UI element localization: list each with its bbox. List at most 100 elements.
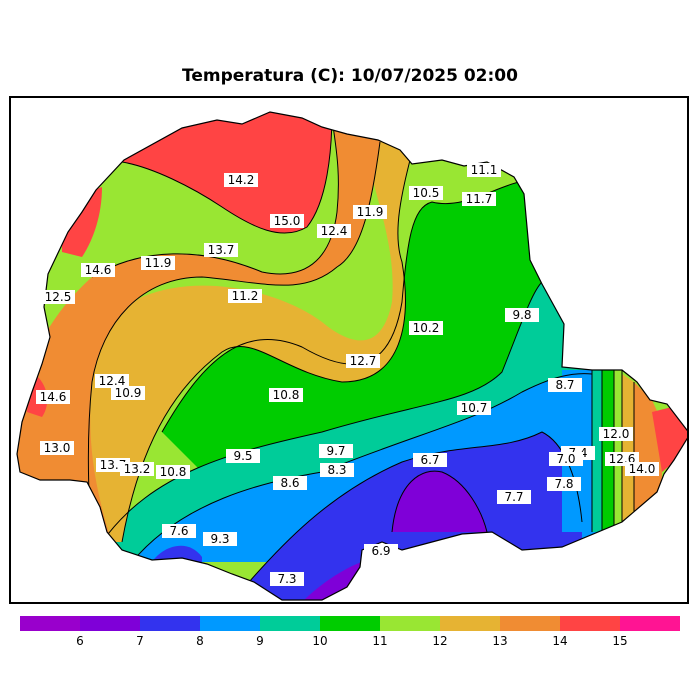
map-label: 11.9 (353, 205, 387, 219)
svg-text:15.0: 15.0 (274, 214, 301, 228)
map-temperature-bands (17, 112, 687, 600)
svg-text:12.4: 12.4 (99, 374, 126, 388)
temperature-map: 14.2 15.0 12.4 11.9 10.5 11.1 11.7 14.6 … (16, 111, 687, 601)
colorbar-tick-label: 6 (76, 634, 84, 648)
map-label: 11.1 (467, 163, 501, 177)
svg-text:11.9: 11.9 (357, 205, 384, 219)
svg-text:13.7: 13.7 (208, 243, 235, 257)
colorbar-tick-label: 10 (312, 634, 328, 648)
map-label: 12.0 (599, 427, 633, 441)
svg-text:9.7: 9.7 (326, 444, 345, 458)
map-label: 15.0 (270, 214, 304, 228)
svg-text:13.0: 13.0 (44, 441, 71, 455)
colorbar-tick-label: 7 (136, 634, 144, 648)
map-frame: 14.2 15.0 12.4 11.9 10.5 11.1 11.7 14.6 … (9, 96, 689, 604)
svg-text:7.8: 7.8 (554, 477, 573, 491)
map-label: 14.6 (81, 263, 115, 277)
colorbar-ticks: 6 7 8 9 10 11 12 13 14 15 (20, 634, 680, 652)
map-label: 7.3 (270, 572, 304, 586)
svg-text:14.6: 14.6 (85, 263, 112, 277)
svg-text:8.7: 8.7 (555, 378, 574, 392)
svg-text:10.7: 10.7 (461, 401, 488, 415)
svg-text:8.3: 8.3 (327, 463, 346, 477)
colorbar (20, 616, 680, 631)
svg-text:10.9: 10.9 (115, 386, 142, 400)
map-label: 10.8 (156, 465, 190, 479)
colorbar-tick-label: 15 (612, 634, 628, 648)
colorbar-tick-label: 14 (552, 634, 568, 648)
svg-text:7.6: 7.6 (169, 524, 188, 538)
map-label: 10.2 (409, 321, 443, 335)
svg-text:11.7: 11.7 (466, 192, 493, 206)
colorbar-segment (260, 616, 320, 631)
map-label: 10.5 (409, 186, 443, 200)
svg-text:7.7: 7.7 (504, 490, 523, 504)
svg-text:14.6: 14.6 (40, 390, 67, 404)
svg-text:12.7: 12.7 (350, 354, 377, 368)
map-label: 12.7 (346, 354, 380, 368)
map-label: 12.5 (41, 290, 75, 304)
colorbar-segment (80, 616, 140, 631)
svg-text:8.6: 8.6 (280, 476, 299, 490)
state-border (16, 111, 687, 601)
colorbar-segment (440, 616, 500, 631)
map-label: 13.0 (40, 441, 74, 455)
colorbar-segment (560, 616, 620, 631)
colorbar-segment (140, 616, 200, 631)
svg-text:9.5: 9.5 (233, 449, 252, 463)
map-label: 12.4 (317, 224, 351, 238)
colorbar-tick-label: 12 (432, 634, 448, 648)
svg-text:10.8: 10.8 (273, 388, 300, 402)
map-label: 11.7 (462, 192, 496, 206)
map-label: 9.3 (203, 532, 237, 546)
svg-text:13.7: 13.7 (100, 458, 127, 472)
map-label: 10.7 (457, 401, 491, 415)
svg-text:10.8: 10.8 (160, 465, 187, 479)
map-label: 8.3 (320, 463, 354, 477)
svg-text:12.0: 12.0 (603, 427, 630, 441)
svg-text:7.0: 7.0 (556, 452, 575, 466)
svg-text:11.9: 11.9 (145, 256, 172, 270)
svg-text:6.7: 6.7 (420, 453, 439, 467)
map-label: 14.6 (36, 390, 70, 404)
map-label: 9.5 (226, 449, 260, 463)
svg-text:10.2: 10.2 (413, 321, 440, 335)
svg-text:12.4: 12.4 (321, 224, 348, 238)
map-label: 6.9 (364, 544, 398, 558)
svg-text:13.2: 13.2 (124, 462, 151, 476)
map-label: 10.9 (111, 386, 145, 400)
svg-text:10.5: 10.5 (413, 186, 440, 200)
map-label: 7.8 (547, 477, 581, 491)
colorbar-segment (380, 616, 440, 631)
svg-text:14.0: 14.0 (629, 462, 656, 476)
temperature-labels: 14.2 15.0 12.4 11.9 10.5 11.1 11.7 14.6 … (36, 163, 659, 586)
svg-text:12.5: 12.5 (45, 290, 72, 304)
svg-text:9.3: 9.3 (210, 532, 229, 546)
svg-text:14.2: 14.2 (228, 173, 255, 187)
colorbar-segment (620, 616, 680, 631)
map-label: 14.0 (625, 462, 659, 476)
map-label: 8.6 (273, 476, 307, 490)
svg-text:9.8: 9.8 (512, 308, 531, 322)
map-label: 12.4 (95, 374, 129, 388)
colorbar-tick-label: 8 (196, 634, 204, 648)
map-title: Temperatura (C): 10/07/2025 02:00 (182, 66, 518, 86)
svg-text:11.2: 11.2 (232, 289, 259, 303)
svg-text:7.3: 7.3 (277, 572, 296, 586)
colorbar-segment (20, 616, 80, 631)
map-label: 13.2 (120, 462, 154, 476)
svg-text:6.9: 6.9 (371, 544, 390, 558)
colorbar-tick-label: 13 (492, 634, 508, 648)
colorbar-tick-label: 9 (256, 634, 264, 648)
map-label: 8.7 (548, 378, 582, 392)
colorbar-segment (320, 616, 380, 631)
svg-text:11.1: 11.1 (471, 163, 498, 177)
map-label: 7.0 (549, 452, 583, 466)
map-label: 11.9 (141, 256, 175, 270)
colorbar-tick-label: 11 (372, 634, 388, 648)
colorbar-segment (500, 616, 560, 631)
map-label: 14.2 (224, 173, 258, 187)
map-label: 6.7 (413, 453, 447, 467)
colorbar-segment (200, 616, 260, 631)
map-label: 7.7 (497, 490, 531, 504)
